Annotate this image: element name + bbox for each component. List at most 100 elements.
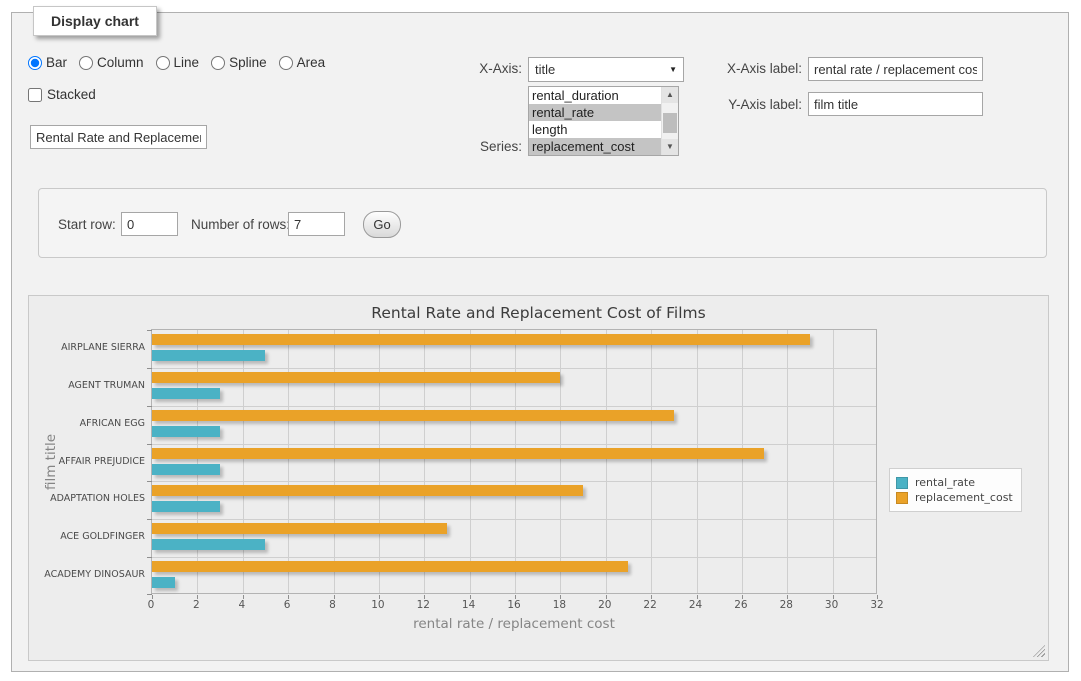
chart-type-radio-line[interactable] <box>156 56 170 70</box>
chart-type-label-column: Column <box>97 55 144 70</box>
chart-type-radio-column[interactable] <box>79 56 93 70</box>
gridline <box>742 330 743 593</box>
gridline <box>470 330 471 593</box>
gridline <box>833 330 834 593</box>
category-label: ACADEMY DINOSAUR <box>35 569 145 580</box>
chart-type-label-bar: Bar <box>46 55 67 70</box>
gridline <box>197 330 198 593</box>
gridline <box>152 444 876 445</box>
category-label: ACE GOLDFINGER <box>35 531 145 542</box>
bar-rental_rate-academy-dinosaur <box>152 577 175 588</box>
gridline <box>334 330 335 593</box>
x-tick-label: 14 <box>452 599 486 611</box>
y-tick-mark <box>147 519 152 520</box>
chart-type-radio-bar[interactable] <box>28 56 42 70</box>
legend-swatch-icon <box>896 492 908 504</box>
series-scrollbar[interactable]: ▲ ▼ <box>661 87 678 155</box>
y-axis-label-caption: Y-Axis label: <box>690 97 802 112</box>
plot-area <box>151 329 877 594</box>
stacked-label: Stacked <box>47 87 96 102</box>
scrollbar-thumb[interactable] <box>663 113 677 133</box>
category-label: AGENT TRUMAN <box>35 380 145 391</box>
x-tick-label: 4 <box>225 599 259 611</box>
x-tick-label: 20 <box>588 599 622 611</box>
bar-rental_rate-african-egg <box>152 426 220 437</box>
legend-label: replacement_cost <box>915 491 1013 504</box>
chart-type-label-spline: Spline <box>229 55 267 70</box>
legend-label: rental_rate <box>915 476 975 489</box>
gridline <box>651 330 652 593</box>
x-tick-label: 10 <box>361 599 395 611</box>
series-select-label: Series: <box>400 139 522 154</box>
scroll-up-icon[interactable]: ▲ <box>662 87 678 103</box>
series-multiselect[interactable]: rental_durationrental_ratelengthreplacem… <box>528 86 679 156</box>
x-axis-selected-value: title <box>535 62 555 77</box>
bar-rental_rate-airplane-sierra <box>152 350 265 361</box>
chart-type-radio-spline[interactable] <box>211 56 225 70</box>
x-tick-label: 8 <box>316 599 350 611</box>
stacked-checkbox-row: Stacked <box>28 87 96 102</box>
y-axis-label-input[interactable] <box>808 92 983 116</box>
start-row-input[interactable] <box>121 212 178 236</box>
bar-replacement_cost-academy-dinosaur <box>152 561 628 572</box>
gridline <box>243 330 244 593</box>
go-button[interactable]: Go <box>363 211 401 238</box>
chart-legend: rental_rate replacement_cost <box>889 468 1022 512</box>
series-option-rental_rate[interactable]: rental_rate <box>529 104 661 121</box>
x-tick-label: 12 <box>406 599 440 611</box>
y-tick-mark <box>147 444 152 445</box>
x-axis-label-input[interactable] <box>808 57 983 81</box>
x-axis-title: rental rate / replacement cost <box>151 616 877 632</box>
x-axis-select-label: X-Axis: <box>400 61 522 76</box>
scrollbar-track[interactable] <box>662 103 678 139</box>
series-option-rental_duration[interactable]: rental_duration <box>529 87 661 104</box>
series-option-replacement_cost[interactable]: replacement_cost <box>529 138 661 155</box>
chart-type-radio-area[interactable] <box>279 56 293 70</box>
x-tick-label: 6 <box>270 599 304 611</box>
number-of-rows-input[interactable] <box>288 212 345 236</box>
bar-replacement_cost-affair-prejudice <box>152 448 764 459</box>
x-tick-label: 30 <box>815 599 849 611</box>
bar-replacement_cost-agent-truman <box>152 372 560 383</box>
x-tick-label: 28 <box>769 599 803 611</box>
resize-grip-icon[interactable] <box>1033 645 1045 657</box>
gridline <box>606 330 607 593</box>
y-tick-mark <box>147 406 152 407</box>
y-tick-mark <box>147 330 152 331</box>
bar-rental_rate-affair-prejudice <box>152 464 220 475</box>
start-row-label: Start row: <box>58 217 116 232</box>
row-controls-strip <box>38 188 1047 258</box>
gridline <box>152 368 876 369</box>
bar-replacement_cost-adaptation-holes <box>152 485 583 496</box>
x-tick-label: 0 <box>134 599 168 611</box>
chart-type-radio-group: Bar Column Line Spline Area <box>28 55 333 70</box>
x-tick-label: 18 <box>542 599 576 611</box>
gridline <box>697 330 698 593</box>
y-tick-mark <box>147 368 152 369</box>
legend-entry-rental_rate: rental_rate <box>896 476 1013 489</box>
gridline <box>560 330 561 593</box>
series-options: rental_durationrental_ratelengthreplacem… <box>529 87 661 155</box>
legend-swatch-icon <box>896 477 908 489</box>
chart-type-label-area: Area <box>297 55 326 70</box>
x-axis-select[interactable]: title ▼ <box>528 57 684 82</box>
bar-replacement_cost-ace-goldfinger <box>152 523 447 534</box>
legend-entry-replacement_cost: replacement_cost <box>896 491 1013 504</box>
y-tick-mark <box>147 481 152 482</box>
x-tick-label: 2 <box>179 599 213 611</box>
x-tick-label: 22 <box>633 599 667 611</box>
bar-replacement_cost-african-egg <box>152 410 674 421</box>
x-tick-label: 16 <box>497 599 531 611</box>
series-option-length[interactable]: length <box>529 121 661 138</box>
gridline <box>424 330 425 593</box>
bar-rental_rate-adaptation-holes <box>152 501 220 512</box>
stacked-checkbox[interactable] <box>28 88 42 102</box>
gridline <box>152 481 876 482</box>
chart-title-input[interactable] <box>30 125 207 149</box>
scroll-down-icon[interactable]: ▼ <box>662 139 678 155</box>
chart-type-label-line: Line <box>174 55 200 70</box>
chart-title: Rental Rate and Replacement Cost of Film… <box>29 304 1048 322</box>
y-axis-title: film title <box>43 412 59 512</box>
x-axis-label-caption: X-Axis label: <box>690 61 802 76</box>
bar-replacement_cost-airplane-sierra <box>152 334 810 345</box>
